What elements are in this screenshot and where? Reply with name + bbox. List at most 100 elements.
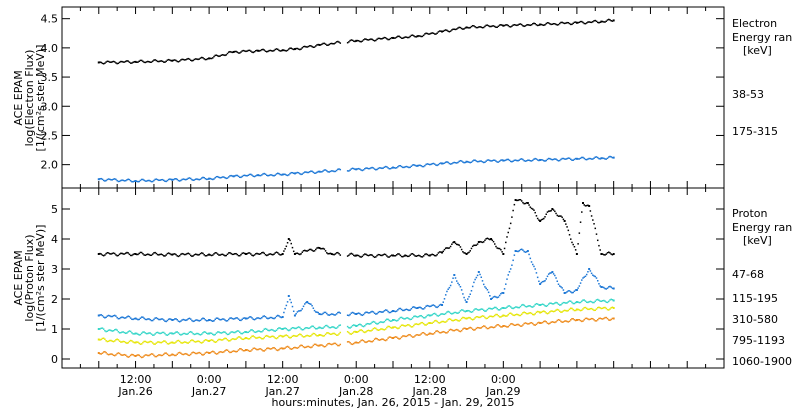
- data-dot: [245, 50, 247, 53]
- data-dot: [533, 209, 535, 211]
- data-dot: [149, 61, 152, 63]
- data-dot: [361, 255, 364, 258]
- data-dot: [398, 165, 400, 167]
- data-dot: [388, 311, 391, 314]
- data-dot: [110, 329, 112, 332]
- data-dot: [584, 300, 587, 302]
- data-dot: [148, 332, 150, 334]
- data-dot: [153, 318, 155, 321]
- data-dot: [368, 329, 371, 332]
- data-dot: [378, 321, 381, 324]
- data-dot: [278, 327, 280, 329]
- data-dot: [495, 245, 497, 248]
- data-dot: [247, 331, 250, 334]
- data-dot: [360, 256, 362, 258]
- data-dot: [300, 253, 302, 255]
- data-dot: [274, 347, 277, 350]
- data-dot: [124, 317, 127, 319]
- data-dot: [275, 337, 278, 340]
- data-dot: [431, 314, 433, 316]
- data-dot: [204, 331, 207, 333]
- data-dot: [192, 351, 194, 353]
- data-dot: [555, 277, 557, 279]
- data-dot: [498, 316, 501, 318]
- data-dot: [596, 156, 599, 159]
- data-dot: [142, 341, 144, 344]
- data-dot: [408, 36, 410, 39]
- data-dot: [186, 342, 188, 344]
- data-dot: [328, 43, 331, 46]
- data-dot: [512, 259, 514, 262]
- data-dot: [387, 256, 389, 258]
- data-dot: [554, 274, 556, 277]
- data-dot: [223, 176, 225, 178]
- data-dot: [489, 307, 491, 310]
- data-dot: [525, 202, 528, 204]
- data-point: [428, 332, 431, 335]
- data-dot: [270, 50, 273, 52]
- data-dot: [384, 339, 387, 342]
- data-dot: [191, 178, 193, 181]
- data-dot: [389, 326, 392, 329]
- data-dot: [545, 312, 547, 314]
- data-dot: [156, 331, 159, 334]
- data-dot: [216, 331, 219, 333]
- data-dot: [231, 350, 234, 353]
- data-dot: [384, 165, 387, 168]
- data-dot: [409, 334, 411, 336]
- data-dot: [289, 347, 291, 350]
- data-dot: [604, 158, 606, 160]
- data-dot: [536, 217, 539, 220]
- data-dot: [528, 312, 530, 314]
- data-dot: [322, 170, 324, 172]
- data-dot: [346, 330, 349, 333]
- electron-legend-series-2: 175-315: [732, 125, 778, 138]
- y-tick-label: 2: [51, 293, 58, 306]
- data-dot: [147, 332, 149, 335]
- data-dot: [590, 215, 593, 217]
- data-dot: [382, 328, 384, 331]
- data-dot: [366, 341, 369, 343]
- data-dot: [250, 350, 252, 352]
- data-dot: [158, 318, 160, 321]
- data-dot: [237, 254, 240, 257]
- data-dot: [216, 317, 219, 319]
- data-dot: [440, 30, 442, 32]
- data-point: [588, 205, 591, 207]
- data-dot: [136, 354, 138, 357]
- data-dot: [169, 332, 171, 335]
- data-dot: [297, 253, 300, 255]
- data-dot: [332, 332, 334, 335]
- data-dot: [437, 305, 440, 308]
- electron-legend: Electron Energy ran [keV] 38-53 175-315: [732, 17, 792, 138]
- data-dot: [514, 24, 517, 26]
- data-dot: [127, 341, 129, 344]
- x-tick-label-time: 0:00: [344, 373, 369, 386]
- data-dot: [432, 253, 435, 256]
- data-dot: [593, 20, 595, 22]
- data-dot: [519, 158, 522, 160]
- data-dot: [212, 333, 214, 336]
- data-dot: [459, 246, 462, 248]
- data-dot: [578, 319, 581, 321]
- data-dot: [414, 35, 416, 38]
- data-dot: [145, 332, 148, 335]
- data-dot: [550, 23, 552, 26]
- data-dot: [227, 333, 230, 336]
- data-dot: [440, 303, 442, 306]
- data-dot: [448, 286, 451, 289]
- data-dot: [224, 54, 226, 57]
- data-dot: [269, 329, 272, 331]
- data-dot: [290, 348, 292, 350]
- data-dot: [373, 168, 376, 170]
- data-dot: [518, 23, 521, 25]
- data-dot: [387, 310, 389, 313]
- data-dot: [552, 273, 555, 275]
- data-dot: [590, 158, 593, 160]
- data-dot: [485, 326, 487, 329]
- data-dot: [247, 174, 250, 177]
- data-dot: [399, 254, 402, 257]
- data-dot: [169, 318, 171, 320]
- data-dot: [210, 178, 213, 180]
- data-dot: [427, 163, 430, 165]
